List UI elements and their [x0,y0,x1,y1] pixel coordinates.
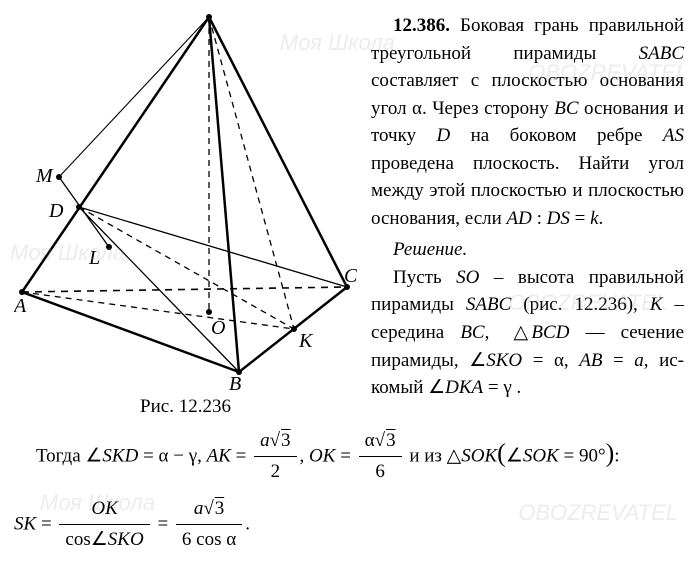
svg-text:O: O [211,317,225,339]
watermark: Моя Школа [40,490,155,516]
svg-text:B: B [229,373,241,392]
fraction-2: α√36 [359,426,402,488]
problem-number: 12.386. [393,15,450,36]
fraction-1: a√32 [254,426,296,488]
solution-para1: Пусть SO – высота правильной пирамиды SA… [371,267,684,398]
watermark: OBOZREVATEL [518,500,678,526]
svg-text:A: A [14,295,27,317]
figure-caption: Рис. 12.236 [14,396,357,418]
svg-text:S: S [204,12,214,15]
pyramid-diagram: S A B C D M L O K [14,12,357,392]
watermark: OBOZREVATEL [508,290,668,316]
svg-text:D: D [48,200,64,222]
problem-body: Боковая грань пра­вильной треугольной пи… [371,15,684,229]
svg-text:M: M [35,165,54,187]
watermark: Моя Школа [10,240,125,266]
svg-text:K: K [298,330,314,352]
watermark: OBOZREVATEL [528,60,688,86]
fraction-4: a√36 cos α [176,494,242,556]
figure-container: S A B C D M L O K Рис. 12.236 [14,12,357,418]
svg-text:C: C [344,265,357,287]
solution-title: Решение. [393,239,467,260]
watermark: Моя Школа [280,30,395,56]
